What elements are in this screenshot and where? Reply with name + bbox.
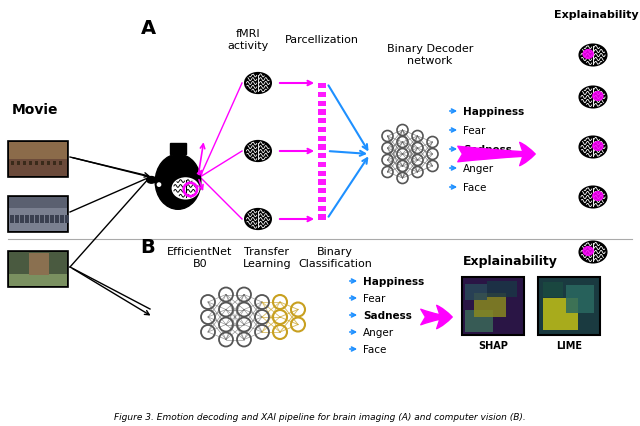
Ellipse shape bbox=[583, 247, 593, 256]
Bar bbox=[9, 274, 67, 286]
Text: Anger: Anger bbox=[463, 164, 494, 173]
Text: Fear: Fear bbox=[363, 294, 385, 303]
Bar bbox=[318, 198, 326, 203]
Bar bbox=[29, 253, 49, 275]
Bar bbox=[318, 206, 326, 211]
Text: Binary
Classification: Binary Classification bbox=[298, 246, 372, 268]
Text: Movie: Movie bbox=[12, 103, 58, 117]
Bar bbox=[318, 93, 326, 98]
Ellipse shape bbox=[593, 92, 603, 101]
Bar bbox=[15, 216, 19, 224]
Bar bbox=[35, 161, 38, 166]
Bar bbox=[474, 294, 506, 317]
Bar bbox=[35, 216, 39, 224]
Bar bbox=[50, 216, 54, 224]
Bar bbox=[318, 128, 326, 133]
Bar bbox=[318, 101, 326, 106]
Bar bbox=[566, 285, 594, 313]
Ellipse shape bbox=[579, 187, 607, 208]
Text: Parcellization: Parcellization bbox=[285, 35, 359, 45]
Text: Transfer
Learning: Transfer Learning bbox=[243, 246, 291, 268]
Bar bbox=[170, 144, 186, 155]
Text: Sadness: Sadness bbox=[363, 310, 412, 320]
Bar bbox=[55, 216, 59, 224]
Text: A: A bbox=[140, 18, 156, 37]
Bar bbox=[543, 282, 563, 297]
Bar bbox=[318, 136, 326, 141]
Bar bbox=[462, 277, 524, 335]
Ellipse shape bbox=[583, 50, 593, 59]
Bar bbox=[30, 216, 34, 224]
Text: Figure 3. Emotion decoding and XAI pipeline for brain imaging (A) and computer v: Figure 3. Emotion decoding and XAI pipel… bbox=[114, 412, 526, 421]
Bar bbox=[318, 119, 326, 124]
Ellipse shape bbox=[172, 178, 199, 199]
Bar bbox=[318, 189, 326, 194]
Text: Explainability: Explainability bbox=[554, 10, 638, 20]
Bar bbox=[8, 196, 68, 233]
Bar bbox=[10, 216, 14, 224]
Ellipse shape bbox=[245, 210, 271, 230]
Bar bbox=[318, 110, 326, 115]
Bar bbox=[9, 253, 67, 286]
Ellipse shape bbox=[579, 137, 607, 158]
Bar bbox=[318, 163, 326, 168]
Bar bbox=[487, 281, 517, 297]
Bar bbox=[9, 198, 67, 208]
Bar bbox=[60, 216, 64, 224]
Text: EfficientNet
B0: EfficientNet B0 bbox=[167, 246, 233, 268]
Bar bbox=[9, 207, 67, 231]
Text: Face: Face bbox=[363, 344, 387, 354]
Text: Face: Face bbox=[463, 183, 486, 193]
Bar bbox=[8, 251, 68, 287]
Text: Anger: Anger bbox=[363, 327, 394, 337]
Text: Fear: Fear bbox=[463, 126, 485, 136]
Bar bbox=[17, 161, 20, 166]
Bar bbox=[543, 298, 578, 330]
Bar bbox=[8, 142, 68, 178]
Bar bbox=[41, 161, 44, 166]
Ellipse shape bbox=[579, 242, 607, 263]
Bar bbox=[40, 216, 44, 224]
Ellipse shape bbox=[147, 177, 156, 184]
Ellipse shape bbox=[245, 141, 271, 162]
Text: fMRI
activity: fMRI activity bbox=[227, 29, 269, 51]
Bar bbox=[318, 84, 326, 89]
Bar bbox=[29, 161, 32, 166]
Text: Explainability: Explainability bbox=[463, 255, 557, 268]
Bar bbox=[538, 277, 600, 335]
Bar bbox=[465, 284, 487, 300]
Bar bbox=[65, 216, 69, 224]
Bar bbox=[25, 216, 29, 224]
Bar bbox=[59, 161, 62, 166]
Ellipse shape bbox=[155, 155, 201, 210]
Ellipse shape bbox=[245, 74, 271, 94]
Text: B: B bbox=[141, 238, 156, 257]
Bar bbox=[318, 215, 326, 220]
Text: LIME: LIME bbox=[556, 340, 582, 350]
Bar bbox=[11, 161, 14, 166]
Bar bbox=[465, 310, 493, 332]
Bar bbox=[9, 143, 67, 160]
Ellipse shape bbox=[579, 87, 607, 108]
Bar bbox=[318, 145, 326, 150]
Ellipse shape bbox=[579, 46, 607, 66]
Bar bbox=[47, 161, 50, 166]
Bar bbox=[23, 161, 26, 166]
Text: Happiness: Happiness bbox=[363, 276, 424, 286]
Text: Binary Decoder
network: Binary Decoder network bbox=[387, 44, 473, 66]
Bar bbox=[53, 161, 56, 166]
Bar bbox=[318, 180, 326, 185]
Bar bbox=[20, 216, 24, 224]
Ellipse shape bbox=[593, 192, 603, 201]
Bar bbox=[45, 216, 49, 224]
Text: Happiness: Happiness bbox=[463, 107, 524, 117]
Bar bbox=[318, 171, 326, 176]
Text: SHAP: SHAP bbox=[478, 340, 508, 350]
Bar bbox=[9, 158, 67, 177]
Text: Sadness: Sadness bbox=[463, 145, 512, 155]
Ellipse shape bbox=[593, 142, 603, 151]
Circle shape bbox=[157, 183, 161, 187]
Bar bbox=[318, 154, 326, 159]
